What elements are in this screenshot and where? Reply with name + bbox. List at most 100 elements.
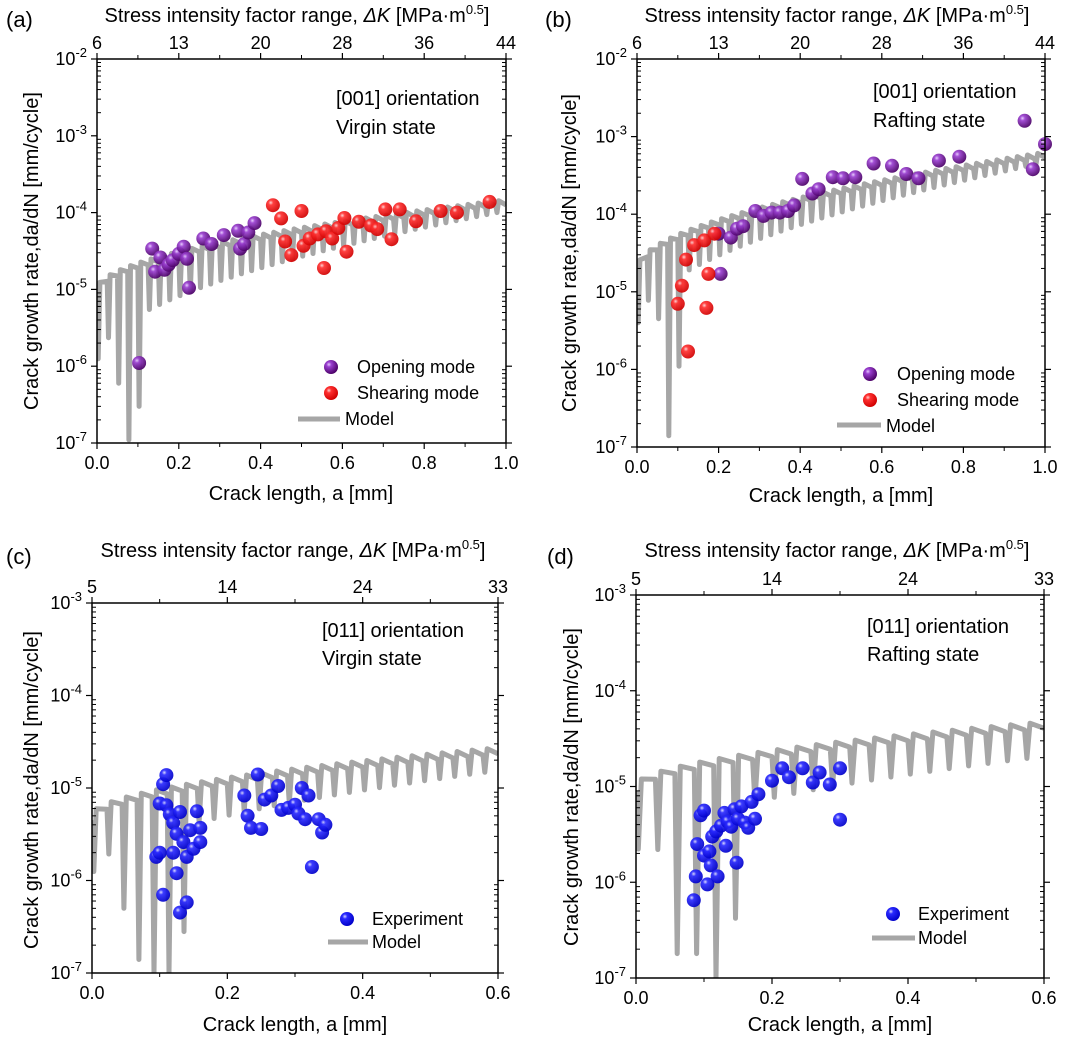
top-tick-label: 36 — [414, 33, 434, 53]
y-tick-label: 10-4 — [50, 682, 82, 706]
data-point — [298, 812, 313, 827]
legend: Experiment Model — [872, 904, 1009, 948]
data-point — [294, 204, 309, 218]
x-tick-label: 0.4 — [350, 983, 375, 1003]
data-point — [331, 221, 346, 235]
top-tick-label: 20 — [790, 33, 810, 53]
data-point — [822, 777, 837, 792]
data-point — [866, 156, 881, 171]
data-point — [729, 855, 744, 870]
data-point — [433, 204, 448, 218]
y-axis-title: Crack growth rate,da/dN [mm/cycle] — [21, 631, 43, 949]
top-tick-label: 13 — [169, 33, 189, 53]
x-tick-label: 0.8 — [951, 457, 976, 477]
data-point — [707, 226, 722, 241]
annotation-orientation: [001] orientation — [336, 88, 479, 110]
data-point — [247, 216, 262, 231]
series-shearing-mode — [265, 194, 497, 275]
series-shearing-mode — [670, 226, 722, 359]
data-point — [145, 241, 160, 256]
panel-d: (d) Stress intensity factor range, ΔK [M… — [547, 537, 1057, 1036]
top-tick-label: 13 — [709, 33, 729, 53]
annotation-state: Rafting state — [873, 110, 985, 132]
data-point — [681, 344, 695, 359]
data-point — [1017, 113, 1032, 128]
data-point — [931, 153, 946, 168]
data-point — [787, 198, 802, 213]
data-point — [193, 835, 208, 850]
plot-area: 0.0 0.2 0.4 0.6 0.8 1.0 6 13 20 28 36 44 10-7 10-6 10-… — [55, 33, 518, 473]
x-tick-label: 0.2 — [759, 988, 784, 1008]
top-axis-title: Stress intensity factor range, ΔK [MPa·m… — [101, 537, 486, 562]
y-tick-label: 10-4 — [594, 677, 626, 701]
y-tick-label: 10-6 — [55, 352, 87, 376]
panel-a: (a) Stress intensity factor range, ΔK [M… — [6, 2, 519, 505]
data-point — [318, 817, 333, 832]
data-point — [836, 171, 850, 186]
top-tick-label: 28 — [872, 33, 892, 53]
data-point — [697, 233, 712, 248]
annotation-orientation: [011] orientation — [867, 616, 1009, 638]
y-axis-title: Crack growth rate,da/dN [mm/cycle] — [21, 92, 43, 410]
data-point — [392, 202, 407, 217]
data-point — [699, 300, 714, 315]
model-curve — [637, 150, 1045, 439]
y-tick-label: 10-3 — [594, 581, 626, 605]
plot-area: 0.0 0.2 0.4 0.6 0.8 1.0 6 13 20 28 36 44 10-7 10-6 10-… — [595, 33, 1057, 477]
top-tick-label: 24 — [353, 577, 373, 597]
data-point — [301, 788, 316, 803]
panel-label: (a) — [6, 7, 33, 32]
data-point — [795, 761, 810, 776]
data-point — [952, 149, 967, 164]
data-point — [833, 761, 847, 776]
x-tick-label: 0.6 — [330, 453, 355, 473]
data-point — [173, 805, 187, 819]
data-point — [911, 171, 926, 186]
data-point — [765, 773, 779, 788]
y-tick-label: 10-7 — [55, 429, 87, 453]
legend-label-opening: Opening mode — [897, 364, 1015, 384]
top-tick-label: 44 — [1035, 33, 1055, 53]
data-point — [254, 822, 269, 836]
data-point — [325, 231, 340, 246]
x-tick-label: 0.2 — [166, 453, 191, 473]
data-point — [271, 779, 286, 793]
plot-area: 0.0 0.2 0.4 0.6 5 14 24 33 10-7 10-6 10-5 10-4 10-3 — [50, 577, 510, 1003]
x-tick-label: 0.8 — [412, 453, 437, 473]
data-point — [176, 835, 191, 850]
y-tick-label: 10-4 — [55, 199, 87, 223]
data-point — [805, 775, 820, 790]
data-point — [274, 211, 289, 226]
data-point — [686, 893, 701, 908]
y-axis-title: Crack growth rate,da/dN [mm/cycle] — [561, 628, 583, 946]
legend-label-experiment: Experiment — [372, 909, 463, 929]
data-point — [237, 788, 252, 803]
legend-label-model: Model — [886, 416, 935, 436]
x-axis-title: Crack length, a [mm] — [749, 485, 934, 507]
series-opening-mode — [711, 113, 1052, 281]
data-point — [278, 234, 293, 249]
y-tick-label: 10-3 — [55, 122, 87, 146]
data-point — [284, 248, 299, 263]
top-axis-title: Stress intensity factor range, ΔK [MPa·m… — [645, 2, 1030, 27]
y-tick-label: 10-2 — [595, 45, 627, 69]
data-point — [384, 232, 399, 247]
x-tick-label: 0.6 — [485, 983, 510, 1003]
y-tick-label: 10-4 — [595, 200, 627, 224]
top-tick-label: 5 — [87, 577, 97, 597]
legend-marker-opening — [863, 367, 877, 381]
data-point — [159, 768, 174, 783]
plot-area: 0.0 0.2 0.4 0.6 5 14 24 33 10-7 10-6 10-5 10-4 10-3 — [594, 569, 1056, 1008]
annotation-state: Virgin state — [336, 117, 436, 139]
legend-marker-opening — [324, 360, 338, 374]
panel-b: (b) Stress intensity factor range, ΔK [M… — [545, 2, 1058, 507]
legend-label-model: Model — [345, 409, 394, 429]
y-tick-label: 10-3 — [595, 123, 627, 147]
data-point — [169, 866, 184, 881]
y-tick-label: 10-6 — [50, 867, 82, 891]
data-point — [825, 170, 840, 185]
data-point — [718, 838, 733, 853]
data-point — [670, 296, 685, 311]
legend: Opening mode Shearing mode Model — [298, 357, 479, 429]
data-point — [132, 356, 147, 370]
